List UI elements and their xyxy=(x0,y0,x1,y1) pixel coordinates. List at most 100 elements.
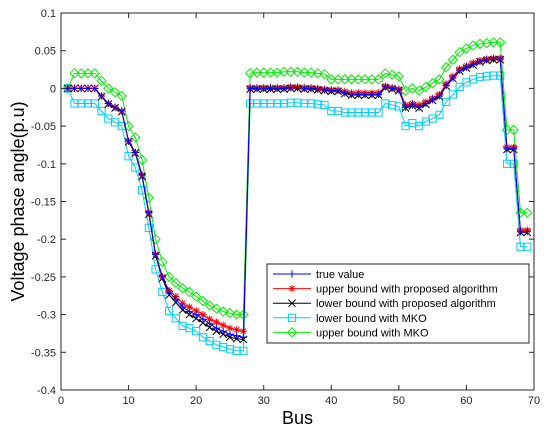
data-point xyxy=(454,47,465,58)
data-point xyxy=(89,68,100,79)
data-point xyxy=(394,102,403,111)
x-tick-label: 20 xyxy=(190,395,202,407)
data-point xyxy=(190,291,202,302)
data-point xyxy=(299,67,310,78)
legend-label: upper bound with MKO xyxy=(316,327,429,339)
x-tick-label: 60 xyxy=(460,395,472,407)
data-point xyxy=(239,333,248,341)
data-point xyxy=(199,311,207,319)
data-point xyxy=(185,307,193,316)
data-point xyxy=(455,82,464,91)
data-point xyxy=(70,84,79,92)
data-point xyxy=(300,84,308,92)
data-point xyxy=(233,326,241,334)
data-point xyxy=(495,37,506,48)
data-point xyxy=(177,283,188,294)
data-point xyxy=(402,103,410,111)
data-point xyxy=(144,223,153,232)
series-1 xyxy=(64,55,531,341)
x-tick-label: 70 xyxy=(528,395,540,407)
data-point xyxy=(368,90,376,99)
data-point xyxy=(366,74,378,85)
data-point xyxy=(192,311,200,319)
data-point xyxy=(429,96,437,104)
data-point xyxy=(179,299,187,307)
data-point xyxy=(165,288,173,296)
data-point xyxy=(442,97,451,107)
data-point xyxy=(319,68,330,80)
data-point xyxy=(420,81,432,93)
y-tick-label: 0 xyxy=(50,83,56,95)
legend-marker xyxy=(287,313,297,322)
data-point xyxy=(118,107,126,115)
data-point xyxy=(184,286,195,298)
data-point xyxy=(192,327,201,336)
data-point xyxy=(260,84,268,92)
data-point xyxy=(231,309,242,320)
data-point xyxy=(103,83,114,94)
data-point xyxy=(130,132,141,143)
data-point xyxy=(224,307,236,319)
data-point xyxy=(233,332,241,340)
data-point xyxy=(109,86,121,98)
data-point xyxy=(226,324,234,332)
data-point xyxy=(212,324,221,332)
data-point xyxy=(77,84,85,92)
data-point xyxy=(415,122,424,131)
legend: true value upper bound with proposed algo… xyxy=(266,263,530,344)
data-point xyxy=(116,90,128,102)
x-tick-label: 10 xyxy=(122,395,134,407)
y-tick-label: 0.05 xyxy=(35,46,56,58)
data-point xyxy=(374,108,383,117)
data-point xyxy=(287,84,295,92)
data-point xyxy=(278,66,290,78)
data-point xyxy=(305,67,317,78)
data-point xyxy=(509,159,518,168)
data-point xyxy=(219,321,227,329)
data-point xyxy=(219,327,227,335)
legend-entry: upper bound with MKO xyxy=(273,327,429,339)
data-point xyxy=(341,89,349,97)
data-point xyxy=(197,295,209,307)
data-point xyxy=(170,277,182,289)
data-point xyxy=(407,83,418,94)
data-point xyxy=(415,103,423,111)
legend-entry: lower bound with MKO xyxy=(273,313,427,325)
data-point xyxy=(90,99,99,108)
data-point xyxy=(104,99,112,108)
data-point xyxy=(395,86,403,94)
data-point xyxy=(346,74,357,85)
data-point xyxy=(461,43,472,54)
data-point xyxy=(523,228,531,236)
data-point xyxy=(239,346,248,355)
data-point xyxy=(273,84,281,92)
data-point xyxy=(442,81,450,89)
data-point xyxy=(508,124,519,136)
data-point xyxy=(496,71,505,80)
data-point xyxy=(447,54,459,65)
data-point xyxy=(192,307,200,315)
data-point xyxy=(212,318,221,326)
data-point xyxy=(97,92,106,100)
data-point xyxy=(185,303,193,311)
data-point xyxy=(145,209,153,217)
data-point xyxy=(435,92,443,100)
data-point xyxy=(462,63,471,71)
data-point xyxy=(381,83,389,91)
legend-entry: lower bound with proposed algorithm xyxy=(273,298,496,310)
data-point xyxy=(413,85,425,96)
data-point xyxy=(157,256,168,268)
data-point xyxy=(138,171,146,179)
legend-marker xyxy=(288,299,296,308)
data-point xyxy=(449,74,457,82)
legend-entry: upper bound with proposed algorithm xyxy=(273,284,498,296)
x-axis: 0 10 20 30 40 50 60 70 xyxy=(58,13,540,407)
data-point xyxy=(152,250,160,258)
data-point xyxy=(422,99,430,108)
x-tick-label: 50 xyxy=(393,395,405,407)
data-point xyxy=(374,90,383,99)
data-point xyxy=(285,66,296,78)
y-tick-label: -0.35 xyxy=(31,347,56,359)
data-point xyxy=(489,55,498,63)
y-tick-label: -0.4 xyxy=(37,385,56,397)
